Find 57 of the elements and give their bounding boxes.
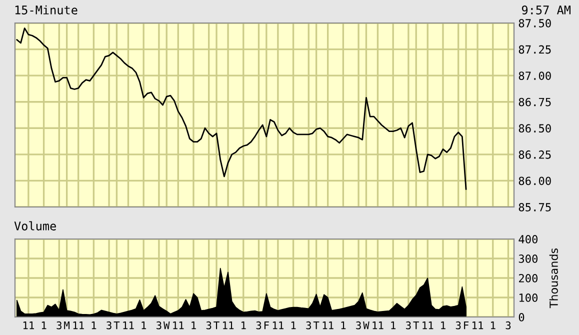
x-tick-label: T <box>214 322 220 330</box>
x-tick-label: 1 <box>42 322 46 330</box>
x-tick-label: 11 <box>23 322 34 330</box>
line-series <box>16 28 467 190</box>
x-tick-label: 11 <box>123 322 134 330</box>
x-tick-label: W <box>363 322 370 330</box>
x-tick-label: 3 <box>156 321 162 330</box>
x-tick-label: 1 <box>341 322 346 330</box>
x-tick-label: 11 <box>422 322 434 330</box>
x-tick-label: T <box>114 322 120 330</box>
x-tick-label: W <box>163 322 170 330</box>
y-tick-label: 87.25 <box>518 45 551 54</box>
x-tick-label: 3 <box>456 321 461 330</box>
x-tick-label: F <box>264 322 269 330</box>
y-tick-label: 87.50 <box>518 19 551 28</box>
x-tick-label: 1 <box>291 322 296 330</box>
x-tick-label: 3 <box>106 321 112 330</box>
x-tick-label: 1 <box>92 322 96 330</box>
x-tick-label: 11 <box>322 322 334 330</box>
x-tick-label: 11 <box>173 322 184 330</box>
x-tick-label: 1 <box>142 322 146 330</box>
x-tick-label: 1 <box>391 322 396 330</box>
text: 9:57 AM <box>522 6 570 14</box>
x-tick-label: T <box>313 322 320 330</box>
x-tick-label: 11 <box>223 322 234 330</box>
y-tick-label: 0 <box>518 313 524 322</box>
x-tick-label: 11 <box>272 322 284 330</box>
x-tick-label: 3 <box>256 321 262 330</box>
y-tick-label: 200 <box>518 274 538 282</box>
x-tick-label: 3 <box>56 321 62 330</box>
y-tick-label: 86.00 <box>518 176 551 186</box>
x-tick-label: 3 <box>306 321 311 330</box>
x-tick-label: 11 <box>73 322 84 330</box>
x-tick-label: 3 <box>506 321 511 330</box>
y-tick-label: 300 <box>518 254 538 263</box>
y-axis-title: Thousands <box>549 248 558 308</box>
x-tick-label: T <box>413 322 420 330</box>
chart-title: 15-Minute <box>15 5 78 14</box>
x-tick-label: 11 <box>472 322 484 330</box>
y-tick-label: 86.25 <box>518 150 551 159</box>
chart-title: Volume <box>14 221 56 230</box>
x-tick-label: 3 <box>356 321 361 330</box>
y-tick-label: 400 <box>518 235 538 244</box>
x-tick-label: F <box>464 322 469 330</box>
y-tick-label: 100 <box>520 294 538 302</box>
x-tick-label: 1 <box>491 322 496 330</box>
x-tick-label: 3 <box>406 321 411 330</box>
x-tick-label: 3 <box>206 321 212 330</box>
y-tick-label: 85.75 <box>518 203 551 212</box>
x-tick-label: M <box>64 322 70 330</box>
x-tick-label: 1 <box>192 322 196 330</box>
y-tick-label: 86.50 <box>518 124 551 133</box>
y-tick-label: 86.75 <box>518 98 551 106</box>
x-tick-label: 1 <box>242 322 246 330</box>
y-tick-label: 87.00 <box>518 72 551 80</box>
x-tick-label: 11 <box>372 322 384 330</box>
x-tick-label: 1 <box>441 322 446 330</box>
